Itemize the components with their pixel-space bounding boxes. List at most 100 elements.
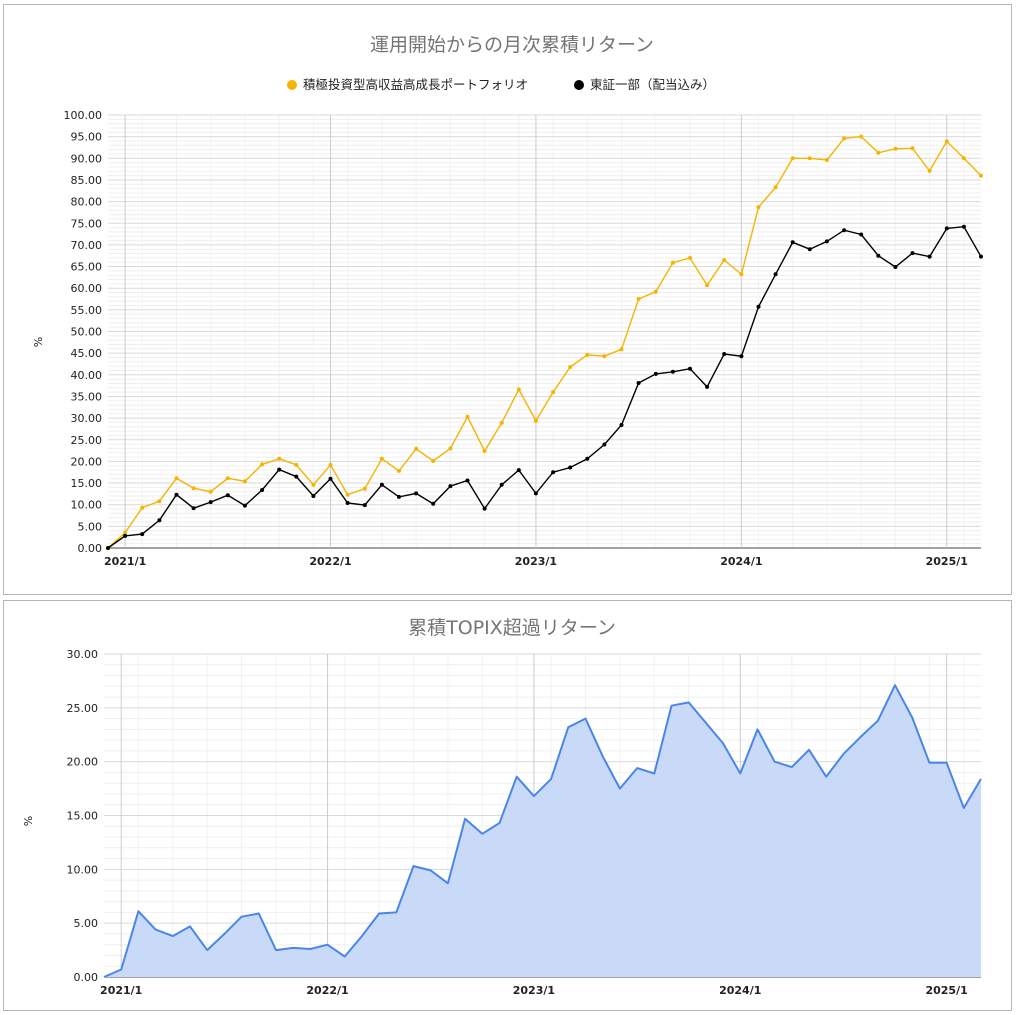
data-point bbox=[807, 247, 812, 252]
data-point bbox=[431, 501, 436, 506]
data-point bbox=[773, 272, 778, 277]
data-point bbox=[739, 272, 744, 277]
y-tick-label: 100.00 bbox=[64, 109, 103, 122]
data-point bbox=[653, 371, 658, 376]
data-point bbox=[123, 533, 128, 538]
data-point bbox=[516, 468, 521, 473]
y-tick-label: 35.00 bbox=[71, 390, 103, 403]
excess-return-chart-panel: 累積TOPIX超過リターン % 0.00 5.00 10.00 15.00 20.00 2… bbox=[3, 600, 1012, 1011]
data-point bbox=[482, 506, 487, 511]
x-tick-label: 2025/1 bbox=[925, 984, 967, 997]
data-point bbox=[688, 366, 692, 371]
data-point bbox=[533, 418, 538, 423]
data-point bbox=[722, 352, 727, 356]
y-tick-label: 95.00 bbox=[71, 131, 103, 144]
data-point bbox=[893, 265, 898, 269]
data-point bbox=[362, 503, 367, 508]
legend: 積極投資型高収益高成長ポートフォリオ 東証一部（配当込み） bbox=[287, 77, 715, 92]
data-point bbox=[379, 482, 384, 487]
data-point bbox=[636, 297, 641, 301]
data-point bbox=[277, 456, 282, 461]
data-point bbox=[225, 476, 230, 481]
data-point bbox=[688, 255, 692, 260]
data-point bbox=[824, 239, 829, 244]
y-tick-label: 5.00 bbox=[78, 520, 103, 533]
y-tick-label: 80.00 bbox=[71, 196, 103, 209]
data-point bbox=[397, 494, 401, 499]
data-point bbox=[568, 465, 573, 470]
data-point bbox=[705, 384, 710, 389]
y-tick-label: 60.00 bbox=[71, 282, 103, 295]
data-point bbox=[414, 491, 419, 496]
cumulative-return-chart: 運用開始からの月次累積リターン 積極投資型高収益高成長ポートフォリオ 東証一部（… bbox=[32, 34, 983, 568]
y-tick-label: 75.00 bbox=[71, 217, 103, 230]
data-point bbox=[208, 500, 213, 505]
y-tick-label: 55.00 bbox=[71, 304, 103, 317]
data-point bbox=[294, 462, 299, 467]
data-point bbox=[448, 484, 453, 489]
data-point bbox=[670, 369, 675, 374]
data-point bbox=[961, 224, 966, 229]
y-tick-label: 30.00 bbox=[71, 412, 103, 425]
y-tick-label: 5.00 bbox=[74, 917, 99, 930]
x-tick-labels: 2021/1 2022/1 2023/1 2024/1 2025/1 bbox=[100, 984, 968, 997]
data-point bbox=[328, 476, 333, 481]
data-point bbox=[944, 139, 949, 144]
x-tick-label: 2021/1 bbox=[100, 984, 142, 997]
data-point bbox=[379, 456, 384, 461]
data-point bbox=[345, 492, 350, 497]
data-point bbox=[824, 158, 829, 162]
legend-label-topix: 東証一部（配当込み） bbox=[590, 77, 715, 92]
data-point bbox=[705, 283, 710, 288]
data-point bbox=[653, 289, 658, 294]
data-point bbox=[927, 254, 932, 259]
area-line bbox=[103, 684, 982, 978]
y-tick-label: 25.00 bbox=[67, 702, 99, 715]
data-point bbox=[431, 459, 436, 463]
data-point bbox=[140, 505, 145, 510]
x-tick-labels: 2021/1 2022/1 2023/1 2024/1 2025/1 bbox=[104, 555, 968, 568]
y-tick-label: 45.00 bbox=[71, 347, 103, 360]
series-line-0 bbox=[107, 135, 982, 549]
data-point bbox=[174, 492, 179, 497]
data-point bbox=[859, 232, 864, 237]
x-tick-label: 2023/1 bbox=[515, 555, 557, 568]
y-tick-label: 70.00 bbox=[71, 239, 103, 252]
data-point bbox=[242, 503, 247, 508]
y-axis-label: % bbox=[22, 816, 35, 826]
data-point bbox=[585, 456, 590, 461]
legend-label-portfolio: 積極投資型高収益高成長ポートフォリオ bbox=[303, 77, 528, 92]
y-tick-label: 0.00 bbox=[78, 542, 103, 555]
series-lines bbox=[106, 134, 983, 550]
data-point bbox=[568, 365, 573, 369]
data-point bbox=[448, 446, 453, 451]
data-point bbox=[790, 240, 795, 245]
data-point bbox=[807, 156, 812, 161]
data-point bbox=[619, 347, 624, 352]
y-tick-label: 20.00 bbox=[67, 756, 99, 769]
data-point bbox=[499, 420, 504, 425]
x-tick-label: 2022/1 bbox=[306, 984, 348, 997]
y-axis-label: % bbox=[32, 337, 45, 347]
data-point bbox=[876, 150, 881, 155]
data-point bbox=[533, 491, 538, 496]
data-point bbox=[790, 156, 795, 161]
data-point bbox=[294, 474, 299, 479]
data-point bbox=[499, 482, 504, 487]
data-point bbox=[465, 478, 470, 483]
data-point bbox=[311, 494, 316, 498]
data-point bbox=[842, 136, 847, 141]
data-point bbox=[602, 442, 607, 447]
data-point bbox=[465, 414, 470, 419]
data-point bbox=[277, 467, 282, 472]
data-point bbox=[859, 134, 864, 139]
y-tick-label: 15.00 bbox=[71, 477, 103, 490]
x-tick-label: 2022/1 bbox=[309, 555, 351, 568]
data-point bbox=[260, 462, 265, 467]
series-line-1 bbox=[107, 225, 982, 549]
data-point bbox=[157, 499, 162, 504]
y-tick-label: 25.00 bbox=[71, 434, 103, 447]
data-point bbox=[585, 352, 590, 357]
data-point bbox=[619, 423, 624, 427]
data-point bbox=[551, 470, 556, 475]
